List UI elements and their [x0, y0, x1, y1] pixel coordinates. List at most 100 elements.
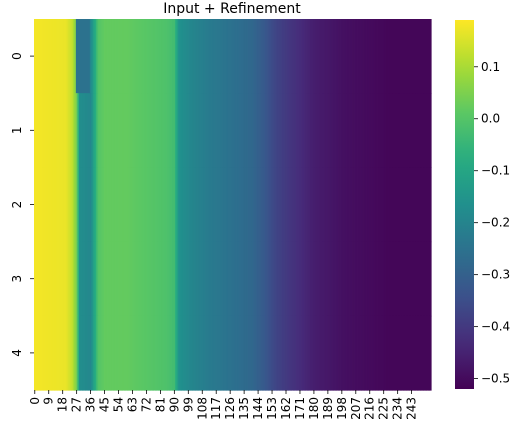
- heatmap-cell: [83, 19, 86, 94]
- heatmap-cell: [167, 93, 170, 168]
- heatmap-cell: [123, 167, 127, 243]
- heatmap-cell: [415, 241, 418, 317]
- heatmap-cell: [103, 19, 106, 94]
- heatmap-cell: [131, 241, 134, 317]
- heatmap-cell: [350, 167, 353, 243]
- heatmap-cell: [280, 315, 283, 391]
- heatmap-cell: [114, 315, 117, 391]
- heatmap-cell: [353, 93, 356, 168]
- heatmap-cell: [114, 19, 117, 94]
- heatmap-cell: [189, 93, 192, 168]
- heatmap-cell: [296, 19, 299, 94]
- heatmap-cell: [263, 19, 266, 94]
- heatmap-cell: [144, 241, 147, 317]
- heatmap-cell: [244, 315, 248, 391]
- heatmap-cell: [375, 19, 378, 94]
- heatmap-cell: [34, 315, 37, 391]
- heatmap-cell: [429, 241, 432, 317]
- heatmap-cell: [100, 315, 103, 391]
- heatmap-cell: [322, 167, 325, 243]
- heatmap-cell: [275, 315, 279, 391]
- heatmap-cell: [252, 315, 255, 391]
- heatmap-cell: [57, 93, 60, 168]
- heatmap-cell: [72, 19, 75, 94]
- heatmap-cell: [209, 315, 212, 391]
- heatmap-cell: [387, 167, 390, 243]
- heatmap-cell: [244, 19, 248, 94]
- heatmap-cell: [145, 241, 148, 317]
- heatmap-cell: [257, 167, 260, 243]
- heatmap-cell: [196, 241, 199, 317]
- heatmap-cell: [181, 315, 184, 391]
- heatmap-cell: [92, 167, 96, 243]
- heatmap-cell: [38, 167, 41, 243]
- heatmap-cell: [302, 19, 305, 94]
- heatmap-cell: [269, 315, 272, 391]
- heatmap-cell: [258, 241, 262, 317]
- heatmap-cell: [305, 167, 308, 243]
- heatmap-cell: [401, 167, 404, 243]
- heatmap-cell: [193, 315, 196, 391]
- y-tick-label: 4: [10, 349, 24, 357]
- heatmap-cell: [168, 19, 172, 94]
- heatmap-cell: [404, 167, 407, 243]
- heatmap-cell: [75, 241, 79, 317]
- heatmap-cell: [368, 167, 372, 243]
- heatmap-cell: [61, 241, 65, 317]
- heatmap-cell: [142, 315, 145, 391]
- heatmap-cell: [210, 241, 213, 317]
- heatmap-cell: [358, 93, 361, 168]
- heatmap-cell: [421, 241, 424, 317]
- heatmap-cell: [134, 93, 137, 168]
- x-tick-label: 63: [125, 397, 139, 412]
- heatmap-cell: [69, 315, 72, 391]
- heatmap-cell: [396, 315, 400, 391]
- heatmap-cell: [314, 167, 317, 243]
- heatmap-cell: [316, 241, 319, 317]
- heatmap-cell: [55, 93, 58, 168]
- heatmap-cell: [204, 241, 207, 317]
- heatmap-cell: [240, 241, 243, 317]
- heatmap-cell: [358, 19, 361, 94]
- heatmap-cell: [145, 167, 148, 243]
- heatmap-cell: [60, 167, 63, 243]
- heatmap-cell: [66, 93, 69, 168]
- heatmap-cell: [72, 93, 75, 168]
- heatmap-cell: [127, 19, 130, 94]
- heatmap-cell: [288, 19, 291, 94]
- heatmap-cell: [176, 93, 179, 168]
- heatmap-cell: [355, 315, 358, 391]
- heatmap-cell: [78, 19, 82, 94]
- heatmap-cell: [77, 19, 80, 94]
- heatmap-cell: [207, 19, 210, 94]
- heatmap-cell: [133, 241, 136, 317]
- heatmap-cell: [316, 93, 319, 168]
- heatmap-cell: [302, 241, 305, 317]
- heatmap-cell: [266, 93, 269, 168]
- heatmap-cell: [224, 93, 227, 168]
- heatmap-cell: [392, 241, 395, 317]
- heatmap-cell: [203, 241, 206, 317]
- heatmap-cell: [279, 19, 282, 94]
- heatmap-cell: [203, 167, 206, 243]
- heatmap-cell: [83, 241, 86, 317]
- heatmap-cell: [63, 167, 66, 243]
- heatmap-cell: [82, 93, 85, 168]
- heatmap-cell: [151, 315, 155, 391]
- heatmap-cell: [289, 315, 293, 391]
- heatmap-cell: [122, 315, 125, 391]
- heatmap-cell: [355, 19, 358, 94]
- heatmap-cell: [88, 241, 91, 317]
- heatmap-cell: [227, 315, 230, 391]
- heatmap-cell: [207, 93, 210, 168]
- heatmap-cell: [291, 315, 294, 391]
- heatmap-cell: [341, 241, 344, 317]
- x-tick-label: 234: [391, 397, 405, 420]
- heatmap-cell: [55, 19, 58, 94]
- heatmap-cell: [241, 19, 244, 94]
- heatmap-cell: [359, 93, 362, 168]
- heatmap-cell: [251, 93, 254, 168]
- heatmap-cell: [286, 19, 289, 94]
- heatmap-cell: [35, 167, 38, 243]
- heatmap-cell: [172, 315, 175, 391]
